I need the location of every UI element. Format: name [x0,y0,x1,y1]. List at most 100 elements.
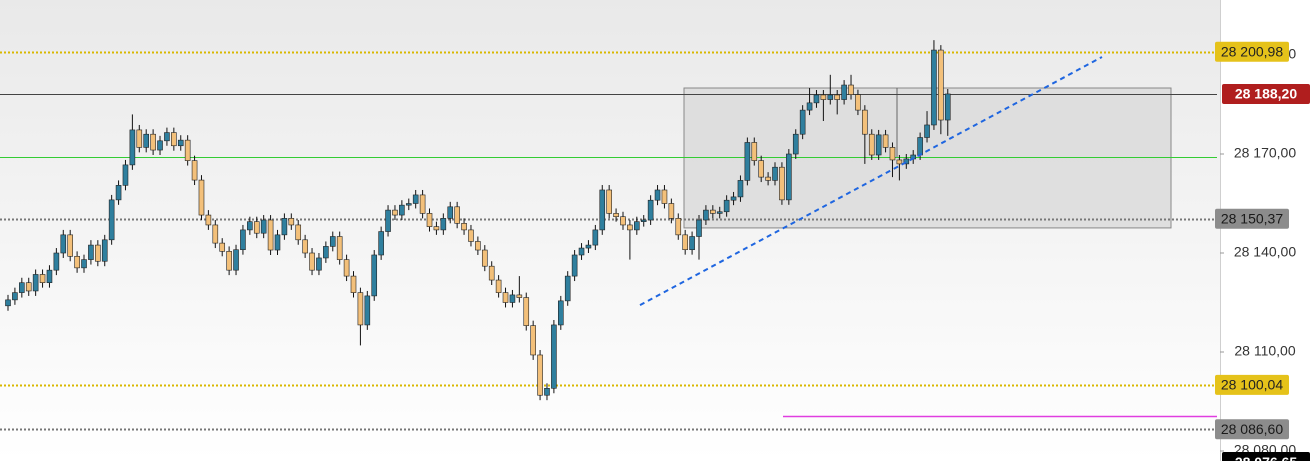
candle-body [440,218,447,231]
candle-body [654,189,661,201]
candle-body [309,252,315,271]
candle-body [931,49,937,126]
candle-body [454,206,460,224]
candle-body [779,166,785,201]
candle-body [813,94,820,104]
candle-body [433,226,440,231]
candle-body [302,239,308,254]
candle-body [219,242,226,252]
candle-body [171,132,177,147]
candle-body [606,189,612,214]
candle-body [371,254,378,297]
level-label-box [1215,208,1289,229]
candle-body [39,274,46,284]
level-label: 28 188,20 [1235,86,1297,102]
candle-body [848,84,854,95]
candle-body [19,282,25,293]
candle-body [537,354,543,396]
candle-body [426,213,433,227]
candle-body [136,129,143,148]
candle-body [792,133,799,155]
candle-body [592,229,599,246]
candle-body [475,241,481,251]
candle-body [392,209,398,216]
candle-body [150,133,156,151]
y-tick-label: 28 170,00 [1234,145,1296,161]
candle-body [274,234,281,251]
candle-body [875,134,882,156]
candle-body [620,216,626,226]
candle-body [578,247,585,256]
candle-body [896,159,903,165]
candle-body [53,252,60,271]
candle-body [716,211,723,214]
candle-body [164,132,170,142]
candle-body [32,274,39,292]
candle-body [205,214,212,226]
candle-body [647,199,654,221]
candle-body [468,229,474,242]
level-label-box [1222,83,1310,104]
candle-body [530,325,536,356]
candle-body [74,256,80,269]
candle-body [240,229,246,251]
candle-body [730,196,737,201]
candle-body [253,221,260,234]
candle-body [696,219,702,237]
candle-body [564,275,571,302]
candle-body [122,164,129,186]
candle-body [295,224,302,241]
level-label-box [1215,41,1289,62]
candle-body [613,213,619,218]
candle-body [661,189,668,204]
plot-background [0,0,1220,461]
candle-body [806,102,813,111]
candle-body [260,219,267,234]
candle-body [101,239,108,262]
candle-body [509,294,516,303]
candle-body [419,194,426,214]
candle-body [640,219,647,222]
candle-body [862,109,868,135]
candle-body [364,295,371,326]
candle-body [682,234,688,251]
candle-body [786,153,792,201]
candle-body [544,388,550,396]
level-label: 28 076,65 [1235,454,1297,461]
candle-body [689,236,695,251]
candle-body [627,224,633,231]
candle-body [108,199,115,241]
candle-body [571,254,578,277]
candle-body [834,94,841,100]
candle-body [488,265,495,281]
candle-body [737,180,744,198]
candle-body [281,218,288,236]
candle-body [288,218,295,226]
level-label: 28 100,04 [1221,377,1283,393]
candle-body [841,84,847,100]
level-label: 28 086,60 [1221,421,1283,437]
candle-body [855,94,861,111]
candle-body [378,231,384,256]
level-label-box [1215,374,1289,395]
candle-body [88,244,94,260]
candle-body [357,292,364,326]
candle-body [551,324,557,389]
candle-body [405,203,412,206]
candle-body [447,206,454,219]
y-tick-label: 28 110,00 [1234,343,1295,359]
candle-body [343,259,350,277]
candle-body [827,94,834,100]
candle-body [502,292,509,303]
trendline [639,56,1103,307]
candle-body [599,189,606,231]
candle-body [95,244,101,262]
candle-body [212,224,219,244]
candle-body [233,249,239,271]
candle-body [917,137,923,156]
candle-body [723,199,730,213]
candle-body [329,236,336,247]
